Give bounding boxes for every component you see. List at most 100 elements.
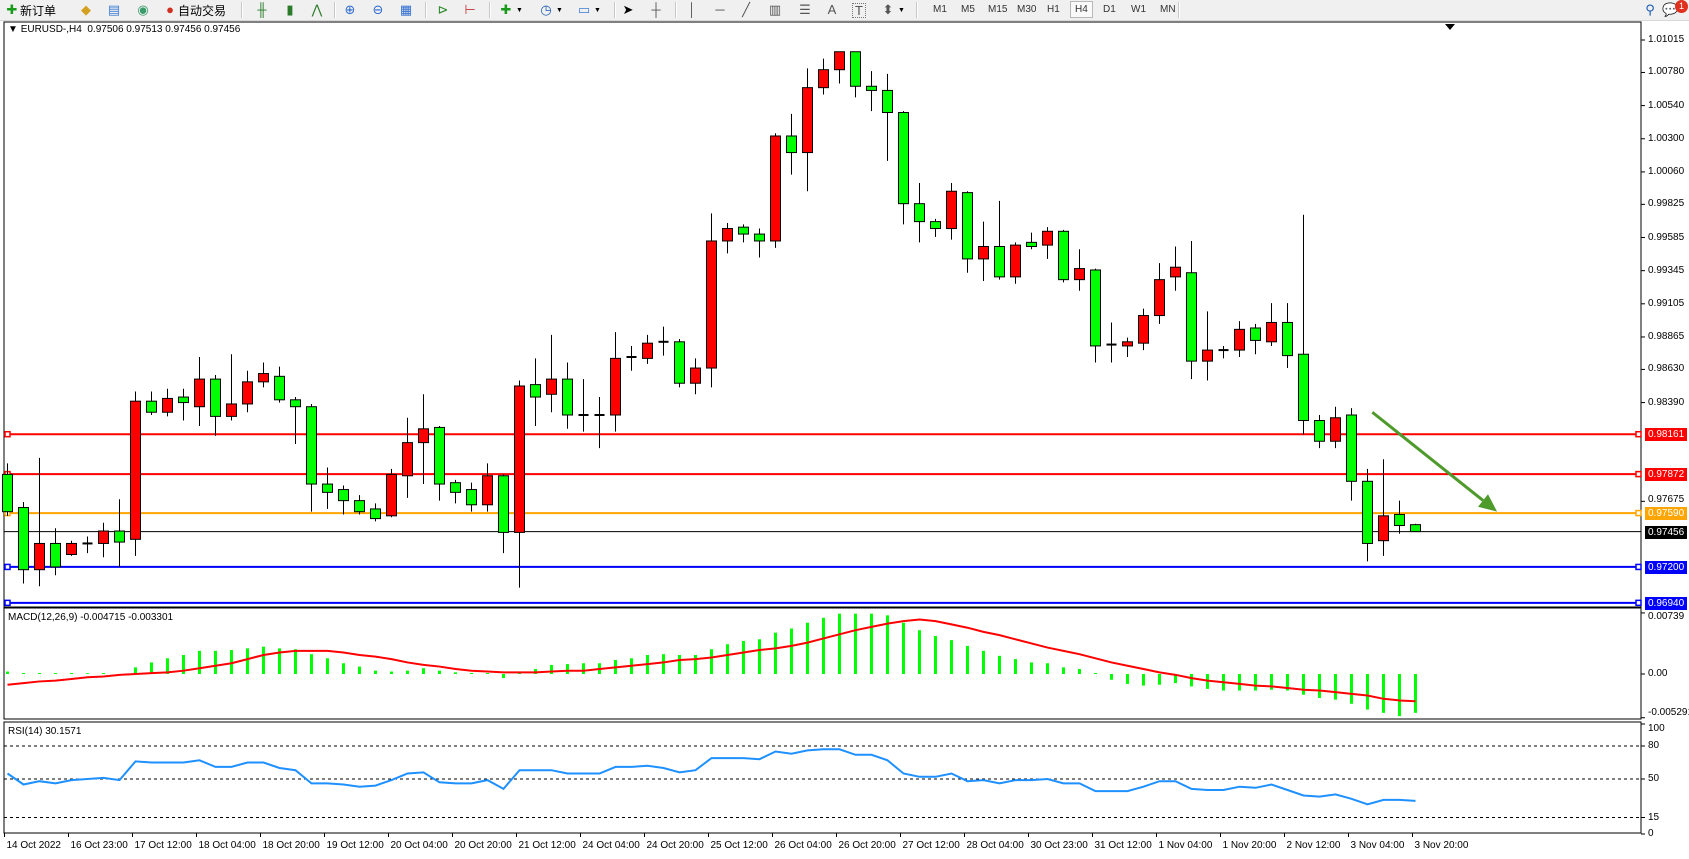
gold-bars-icon: ◆ (81, 2, 91, 17)
indicators-button[interactable]: ✚ ▼ (498, 1, 523, 19)
candle-body (930, 221, 941, 230)
candle (386, 468, 397, 518)
candle (242, 370, 253, 413)
chart-canvas[interactable] (0, 21, 1689, 859)
candle-body (690, 367, 701, 384)
timeframe-mn[interactable]: MN (1160, 4, 1176, 15)
crosshair-icon: ┼ (651, 2, 661, 17)
candle (1058, 229, 1069, 283)
timeframe-m5[interactable]: M5 (961, 4, 975, 15)
cursor-button[interactable]: ➤ (620, 1, 636, 19)
text-button[interactable]: A (824, 1, 840, 19)
candle (594, 397, 605, 449)
fibonacci-fan-button[interactable]: ☰ (797, 1, 813, 19)
zoom-out-button[interactable]: ⊖ (370, 1, 386, 19)
line-chart-button[interactable]: ⋀ (309, 1, 325, 19)
vertical-line-button[interactable]: │ (684, 1, 700, 19)
candle-body (786, 135, 797, 154)
timeframe-m30[interactable]: M30 (1017, 4, 1037, 15)
timeframe-m15[interactable]: M15 (988, 4, 1008, 15)
gold-button[interactable]: ◆ (78, 1, 94, 19)
candle-body (530, 384, 541, 398)
separator (675, 2, 677, 18)
crosshair-button[interactable]: ┼ (648, 1, 664, 19)
candle (322, 467, 333, 509)
time-axis-label: 30 Oct 23:00 (1030, 840, 1088, 851)
time-axis-label: 20 Oct 04:00 (390, 840, 448, 851)
price-axis-label: 1.00300 (1648, 132, 1685, 144)
timeframe-h1[interactable]: H1 (1047, 4, 1060, 15)
candle-body (1122, 341, 1133, 347)
time-axis-label: 24 Oct 04:00 (582, 840, 640, 851)
bar-chart-button[interactable]: ╫ (254, 1, 270, 19)
candle-body (1378, 515, 1389, 542)
candle-body (210, 378, 221, 417)
candle (914, 182, 925, 243)
candle (1010, 242, 1021, 284)
timeframe-d1[interactable]: D1 (1103, 4, 1116, 15)
candle-body (834, 51, 845, 71)
candle-body (818, 69, 829, 89)
fibonacci-button[interactable]: ▥ (767, 1, 783, 19)
new-order-button[interactable]: ✚ 新订单 (4, 1, 56, 19)
label-button[interactable]: T (852, 1, 866, 19)
timeframe-h4[interactable]: H4 (1070, 1, 1093, 18)
trendline-button[interactable]: ╱ (738, 1, 754, 19)
candle (1090, 268, 1101, 363)
candle (754, 228, 765, 258)
candle-body (1154, 279, 1165, 317)
line-chart-icon: ⋀ (311, 2, 323, 17)
candle (642, 334, 653, 364)
level-price-tag: 0.97200 (1645, 560, 1688, 574)
tile-windows-button[interactable]: ▦ (398, 1, 414, 19)
candle-body (978, 245, 989, 260)
market-watch-button[interactable]: ▤ (106, 1, 122, 19)
candle-body (1250, 327, 1261, 341)
macd-axis-label: 0.00 (1648, 668, 1668, 679)
candle (530, 358, 541, 427)
candle (1298, 214, 1309, 435)
templates-button[interactable]: ▭ ▼ (576, 1, 601, 19)
signals-button[interactable]: ◉ (135, 1, 151, 19)
candle (514, 380, 525, 588)
candle-body (882, 89, 893, 114)
rsi-header: RSI(14) 30.1571 (8, 726, 82, 737)
zoom-in-button[interactable]: ⊕ (342, 1, 358, 19)
candle-body (1282, 321, 1293, 357)
candle (1074, 249, 1085, 291)
fibonacci-fan-icon: ☰ (799, 2, 811, 17)
horizontal-line-button[interactable]: ─ (712, 1, 728, 19)
candle (82, 536, 93, 554)
rsi-axis-label: 100 (1648, 723, 1665, 734)
chart-window[interactable]: ▼ EURUSD-,H4 0.97506 0.97513 0.97456 0.9… (0, 21, 1689, 859)
candle-body (1346, 414, 1357, 482)
candle-body (306, 406, 317, 485)
autotrading-button[interactable]: ● 自动交易 (162, 1, 226, 19)
candle (1122, 337, 1133, 357)
notification-button[interactable]: 💬 (1662, 1, 1678, 19)
time-axis-label: 28 Oct 04:00 (966, 840, 1024, 851)
arrows-button[interactable]: ⬍ ▼ (880, 1, 905, 19)
candle (610, 332, 621, 432)
price-axis-label: 0.99105 (1648, 297, 1685, 309)
candle-body (34, 542, 45, 571)
timeframe-m1[interactable]: M1 (933, 4, 947, 15)
candle-body (50, 542, 61, 568)
candle (994, 200, 1005, 280)
candle-body (418, 428, 429, 444)
chart-shift-button[interactable]: ⊳ (435, 1, 451, 19)
candle (1410, 523, 1421, 533)
autoscroll-button[interactable]: ⊢ (462, 1, 478, 19)
candlestick-button[interactable]: ▮ (282, 1, 298, 19)
search-button[interactable]: ⚲ (1642, 1, 1658, 19)
timeframe-w1[interactable]: W1 (1131, 4, 1146, 15)
horizontal-line-icon: ─ (715, 2, 725, 17)
candle-body (1362, 480, 1373, 544)
search-icon: ⚲ (1645, 2, 1655, 17)
collapse-triangle-icon[interactable]: ▼ (8, 24, 21, 35)
autotrading-icon: ● (166, 2, 174, 17)
rsi-axis-label: 15 (1648, 811, 1660, 823)
candle-body (322, 483, 333, 493)
periods-button[interactable]: ◷ ▼ (538, 1, 563, 19)
price-axis-label: 0.99345 (1648, 264, 1685, 276)
